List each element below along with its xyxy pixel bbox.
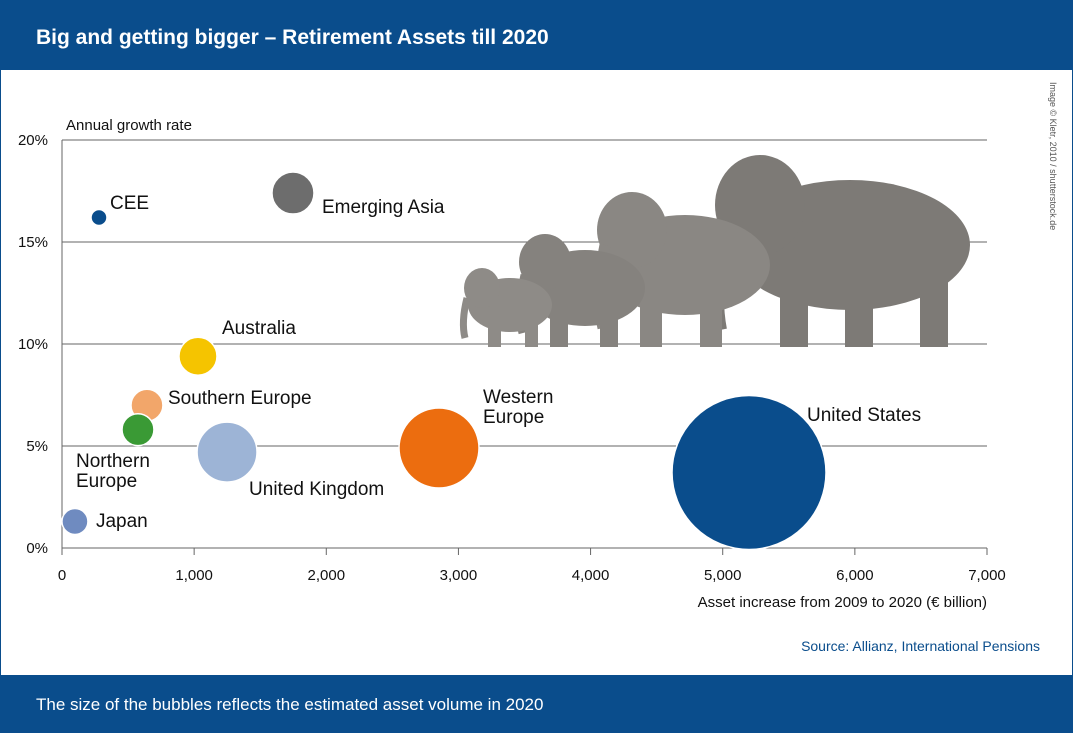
bubble-label: United States xyxy=(807,404,922,426)
bubble-label: Australia xyxy=(221,318,296,340)
source: Source: Allianz, International Pensions xyxy=(801,638,1040,654)
footer-bar xyxy=(0,675,1073,733)
bubble-label: Japan xyxy=(95,511,148,533)
bubble xyxy=(398,407,480,489)
bubble-label: United Kingdom xyxy=(249,479,385,501)
x-axis-label: Asset increase from 2009 to 2020 (€ bill… xyxy=(698,594,987,611)
x-tick-label: 3,000 xyxy=(440,567,478,584)
y-tick-label: 5% xyxy=(26,438,48,455)
bubble xyxy=(90,208,108,227)
bubble-label: Western Europe xyxy=(483,387,554,429)
bubble xyxy=(178,336,218,377)
elephant-illustration xyxy=(459,155,970,347)
bubble xyxy=(196,421,258,483)
image-credit: Image © Kletr, 2010 / shutterstock.de xyxy=(1048,82,1058,230)
chart-title: Big and getting bigger – Retirement Asse… xyxy=(36,26,549,49)
y-tick-label: 10% xyxy=(18,336,48,353)
footnote: The size of the bubbles reflects the est… xyxy=(36,695,543,714)
bubble-label: Emerging Asia xyxy=(321,197,445,219)
bubble-label: Southern Europe xyxy=(167,388,312,410)
y-tick-label: 20% xyxy=(18,132,48,149)
x-tick-label: 4,000 xyxy=(572,567,610,584)
x-tick-label: 1,000 xyxy=(175,567,213,584)
x-tick-label: 5,000 xyxy=(704,567,742,584)
y-axis-label: Annual growth rate xyxy=(66,117,192,134)
bubble-label: CEE xyxy=(110,192,150,214)
bubble xyxy=(271,171,315,215)
bubble xyxy=(61,507,89,536)
x-tick-label: 6,000 xyxy=(836,567,874,584)
x-tick-label: 0 xyxy=(58,567,66,584)
bubble-label: Northern Europe xyxy=(75,450,150,492)
bubble xyxy=(671,394,827,551)
y-tick-label: 0% xyxy=(26,540,48,557)
y-tick-label: 15% xyxy=(18,234,48,251)
bubble xyxy=(121,412,155,447)
x-tick-label: 2,000 xyxy=(308,567,346,584)
header-bar xyxy=(0,0,1073,70)
x-tick-label: 7,000 xyxy=(968,567,1006,584)
